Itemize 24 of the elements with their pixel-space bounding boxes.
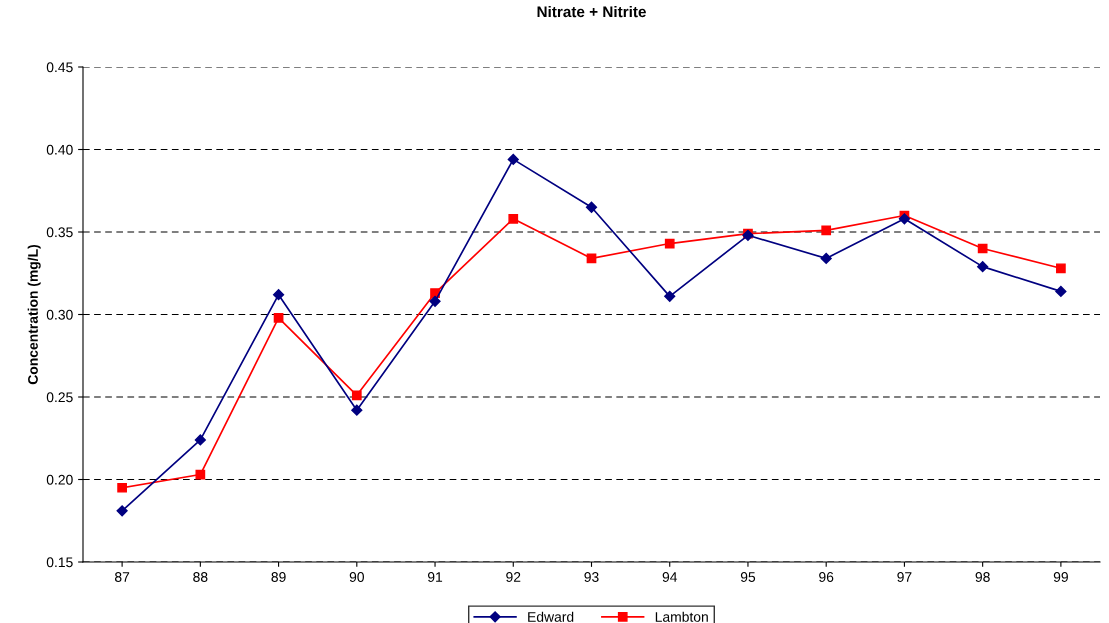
x-tick-label: 95	[740, 572, 756, 582]
x-tick-label: 89	[271, 572, 286, 582]
x-tick-label: 93	[584, 572, 599, 582]
y-tick-label: 0.40	[46, 144, 73, 155]
x-tick-label: 99	[1053, 572, 1068, 582]
x-tick-label: 98	[975, 572, 990, 582]
chart-title: Nitrate + Nitrite	[537, 5, 646, 18]
y-tick-label: 0.15	[46, 557, 73, 568]
x-tick-label: 96	[819, 572, 834, 582]
x-tick-label: 90	[349, 572, 364, 582]
y-tick-label: 0.35	[46, 227, 73, 238]
y-tick-label: 0.45	[46, 62, 73, 73]
y-tick-label: 0.20	[46, 474, 73, 485]
y-axis-title: Concentration (mg/L)	[27, 244, 41, 385]
x-tick-label: 92	[506, 572, 521, 582]
x-tick-label: 88	[193, 572, 208, 582]
x-tick-label: 97	[897, 572, 912, 582]
x-tick-label: 94	[662, 572, 678, 582]
x-tick-label: 87	[115, 572, 130, 582]
y-tick-label: 0.30	[46, 309, 73, 320]
legend-label: Lambton	[655, 611, 708, 622]
y-tick-label: 0.25	[46, 392, 73, 403]
legend-label: Edward	[528, 611, 574, 622]
x-tick-label: 91	[427, 572, 443, 582]
